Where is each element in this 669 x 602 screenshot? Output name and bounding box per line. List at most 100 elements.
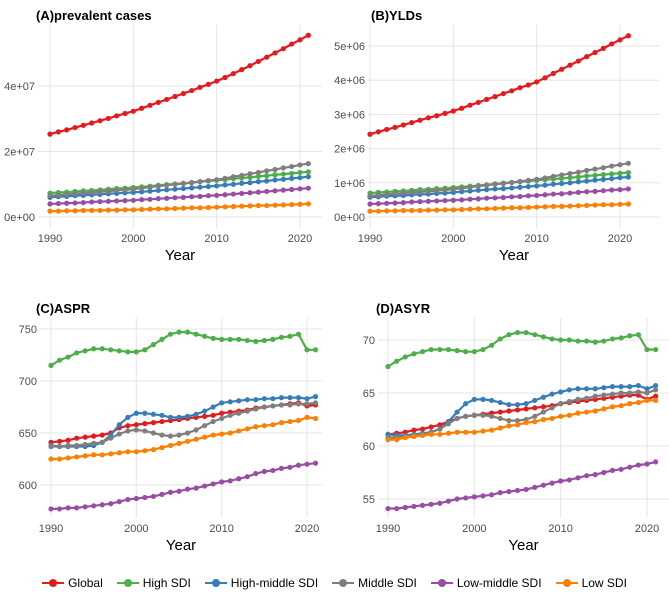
data-point xyxy=(506,408,512,414)
data-point xyxy=(105,115,111,122)
data-point xyxy=(150,411,156,417)
data-point xyxy=(575,475,581,481)
data-point xyxy=(549,405,555,411)
data-point xyxy=(480,396,486,402)
data-point xyxy=(244,397,250,403)
data-point xyxy=(445,346,452,353)
data-point xyxy=(635,399,641,406)
data-point xyxy=(270,467,276,474)
data-point xyxy=(609,171,615,177)
data-point xyxy=(150,430,156,436)
legend-key xyxy=(42,577,65,589)
data-point xyxy=(97,207,103,214)
data-point xyxy=(459,185,465,191)
data-point xyxy=(534,79,540,85)
data-point xyxy=(480,412,486,418)
data-point xyxy=(567,180,573,186)
data-point xyxy=(82,434,88,440)
data-point xyxy=(601,338,607,344)
data-point xyxy=(523,401,529,407)
data-point xyxy=(534,204,540,210)
data-point xyxy=(164,187,170,193)
y-tick-label: 600 xyxy=(19,480,37,492)
x-tick-label: 1990 xyxy=(38,233,62,245)
data-point xyxy=(497,425,503,431)
data-point xyxy=(125,496,131,503)
panel-title: (A)prevalent cases xyxy=(36,8,152,23)
data-point xyxy=(150,342,156,348)
data-point xyxy=(567,62,573,68)
data-point xyxy=(227,336,233,342)
data-point xyxy=(159,418,165,425)
data-point xyxy=(549,480,555,486)
data-point xyxy=(116,348,122,354)
series-low-sdi xyxy=(48,414,319,462)
panel-1: 1990 2000 2010 2020 0e+00 1e+06 2e+06 3e+06 4e+0… xyxy=(334,8,660,264)
data-point xyxy=(270,403,276,409)
data-point xyxy=(618,466,624,472)
data-point xyxy=(280,171,286,177)
data-point xyxy=(74,505,80,511)
data-point xyxy=(108,347,114,353)
x-axis-title: Year xyxy=(166,537,196,554)
data-point xyxy=(297,201,303,207)
data-point xyxy=(247,180,253,186)
data-point xyxy=(244,337,250,344)
data-point xyxy=(540,404,547,410)
series-global xyxy=(367,33,631,137)
data-point xyxy=(392,208,398,214)
data-point xyxy=(385,505,391,512)
data-point xyxy=(150,493,156,500)
data-point xyxy=(239,190,245,197)
data-point xyxy=(287,464,293,470)
data-point xyxy=(65,455,71,461)
data-point xyxy=(105,198,111,204)
data-point xyxy=(64,127,70,133)
data-point xyxy=(297,169,303,176)
data-point xyxy=(219,400,225,406)
data-point xyxy=(272,177,278,183)
data-point xyxy=(463,413,469,419)
data-point xyxy=(193,411,199,417)
data-point xyxy=(525,193,531,199)
data-point xyxy=(542,192,548,198)
data-point xyxy=(617,170,623,176)
data-point xyxy=(592,49,598,56)
data-point xyxy=(244,474,250,480)
data-point xyxy=(475,206,481,212)
data-point xyxy=(280,46,286,52)
legend-key xyxy=(116,577,139,589)
data-point xyxy=(264,188,270,195)
data-point xyxy=(584,54,590,60)
data-point xyxy=(297,186,303,192)
data-point xyxy=(155,99,161,105)
data-point xyxy=(514,402,521,408)
data-point xyxy=(125,414,131,420)
data-point xyxy=(437,422,443,428)
data-point xyxy=(210,404,216,410)
data-point xyxy=(125,349,131,355)
data-point xyxy=(617,162,623,168)
data-point xyxy=(600,165,606,171)
data-point xyxy=(236,428,242,434)
data-point xyxy=(566,398,572,405)
y-tick-label: 2e+07 xyxy=(4,147,35,159)
data-point xyxy=(384,200,390,206)
data-point xyxy=(255,173,261,179)
data-point xyxy=(304,396,310,402)
data-point xyxy=(497,409,503,415)
data-point xyxy=(609,176,615,182)
data-point xyxy=(295,401,302,407)
data-point xyxy=(497,336,503,342)
data-point xyxy=(205,204,211,211)
data-point xyxy=(609,404,616,410)
data-point xyxy=(74,442,80,449)
data-point xyxy=(442,197,448,204)
data-point xyxy=(189,185,195,191)
data-point xyxy=(463,429,469,435)
data-point xyxy=(375,129,381,135)
data-point xyxy=(609,336,616,342)
data-point xyxy=(575,386,581,392)
data-point xyxy=(278,395,284,401)
data-point xyxy=(289,41,295,47)
